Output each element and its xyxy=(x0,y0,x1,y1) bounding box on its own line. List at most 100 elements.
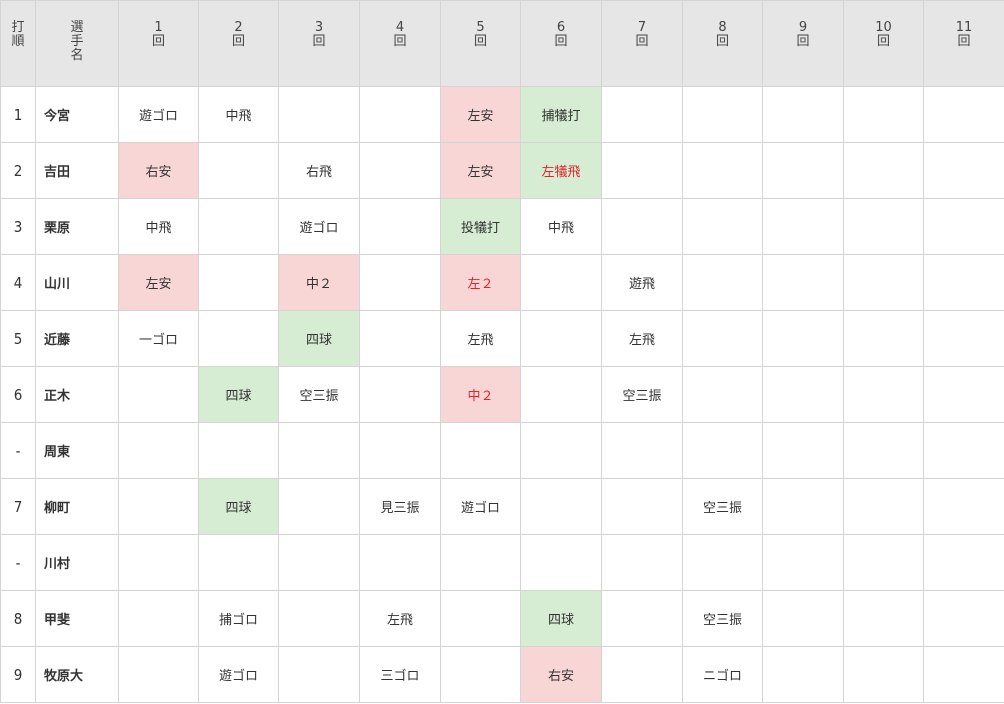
at-bat-cell xyxy=(923,478,1004,535)
at-bat-cell xyxy=(440,646,521,703)
table-row: 4 山川 左安 中２ 左２ 遊飛 xyxy=(0,254,1004,311)
at-bat-cell xyxy=(520,310,602,367)
batting-order: 3 xyxy=(0,198,36,255)
at-bat-cell xyxy=(601,86,683,143)
at-bat-cell xyxy=(682,534,763,591)
at-bat-cell xyxy=(118,590,199,647)
at-bat-cell xyxy=(762,254,844,311)
header-player: 選手名 xyxy=(35,0,119,87)
batting-order: 2 xyxy=(0,142,36,199)
at-bat-cell xyxy=(278,422,360,479)
at-bat-cell xyxy=(923,366,1004,423)
at-bat-cell xyxy=(198,422,279,479)
at-bat-cell: 投犠打 xyxy=(440,198,521,255)
at-bat-cell xyxy=(843,142,924,199)
at-bat-cell xyxy=(118,646,199,703)
player-name: 栗原 xyxy=(35,198,119,255)
at-bat-cell xyxy=(359,198,441,255)
header-inning-9: 9回 xyxy=(762,0,844,87)
table-row: 2 吉田 右安 右飛 左安 左犠飛 xyxy=(0,142,1004,199)
at-bat-cell: 左飛 xyxy=(359,590,441,647)
at-bat-cell xyxy=(682,198,763,255)
at-bat-cell xyxy=(843,254,924,311)
at-bat-cell xyxy=(359,254,441,311)
at-bat-cell xyxy=(923,646,1004,703)
at-bat-cell: 遊ゴロ xyxy=(278,198,360,255)
header-inning-10: 10回 xyxy=(843,0,924,87)
at-bat-cell xyxy=(923,86,1004,143)
at-bat-cell xyxy=(762,478,844,535)
at-bat-cell: 空三振 xyxy=(682,478,763,535)
at-bat-cell: 左安 xyxy=(118,254,199,311)
at-bat-cell xyxy=(843,366,924,423)
table-row: 1 今宮 遊ゴロ 中飛 左安 捕犠打 xyxy=(0,86,1004,143)
at-bat-cell xyxy=(198,534,279,591)
at-bat-cell xyxy=(923,142,1004,199)
player-name: 今宮 xyxy=(35,86,119,143)
at-bat-cell xyxy=(762,142,844,199)
at-bat-cell xyxy=(843,534,924,591)
at-bat-cell xyxy=(359,534,441,591)
at-bat-cell xyxy=(118,422,199,479)
at-bat-cell xyxy=(440,534,521,591)
at-bat-cell xyxy=(198,254,279,311)
batting-order: 4 xyxy=(0,254,36,311)
at-bat-cell xyxy=(843,590,924,647)
at-bat-cell xyxy=(118,534,199,591)
at-bat-cell xyxy=(843,198,924,255)
table-row: 7 柳町 四球 見三振 遊ゴロ 空三振 xyxy=(0,478,1004,535)
header-inning-2: 2回 xyxy=(198,0,279,87)
at-bat-cell xyxy=(682,422,763,479)
at-bat-cell: ニゴロ xyxy=(682,646,763,703)
at-bat-cell: 左安 xyxy=(440,142,521,199)
player-name: 川村 xyxy=(35,534,119,591)
at-bat-cell: 四球 xyxy=(198,366,279,423)
table-row: 5 近藤 一ゴロ 四球 左飛 左飛 xyxy=(0,310,1004,367)
at-bat-cell xyxy=(682,366,763,423)
player-name: 牧原大 xyxy=(35,646,119,703)
player-name: 柳町 xyxy=(35,478,119,535)
at-bat-cell xyxy=(843,422,924,479)
header-inning-6: 6回 xyxy=(520,0,602,87)
at-bat-cell xyxy=(118,366,199,423)
at-bat-cell xyxy=(843,646,924,703)
at-bat-cell xyxy=(520,422,602,479)
batting-order: 9 xyxy=(0,646,36,703)
at-bat-cell: 四球 xyxy=(278,310,360,367)
player-name: 甲斐 xyxy=(35,590,119,647)
table-row: 9 牧原大 遊ゴロ 三ゴロ 右安 ニゴロ xyxy=(0,646,1004,703)
at-bat-cell xyxy=(440,422,521,479)
at-bat-cell xyxy=(118,478,199,535)
player-name: 近藤 xyxy=(35,310,119,367)
at-bat-cell xyxy=(359,142,441,199)
at-bat-cell: 捕ゴロ xyxy=(198,590,279,647)
at-bat-cell: 中飛 xyxy=(198,86,279,143)
header-inning-4: 4回 xyxy=(359,0,441,87)
at-bat-cell xyxy=(843,478,924,535)
header-order: 打順 xyxy=(0,0,36,87)
at-bat-cell: 遊飛 xyxy=(601,254,683,311)
batting-order: 8 xyxy=(0,590,36,647)
at-bat-cell xyxy=(762,366,844,423)
batting-order: 6 xyxy=(0,366,36,423)
at-bat-cell xyxy=(682,254,763,311)
at-bat-cell xyxy=(843,310,924,367)
at-bat-cell xyxy=(520,254,602,311)
at-bat-cell xyxy=(682,86,763,143)
at-bat-cell xyxy=(278,590,360,647)
at-bat-cell xyxy=(198,198,279,255)
header-inning-5: 5回 xyxy=(440,0,521,87)
at-bat-cell xyxy=(762,590,844,647)
at-bat-cell: 空三振 xyxy=(682,590,763,647)
batting-order: 7 xyxy=(0,478,36,535)
header-row: 打順 選手名 1回 2回 3回 4回 5回 6回 7回 8回 9回 10回 11… xyxy=(0,0,1004,87)
at-bat-cell: 中２ xyxy=(278,254,360,311)
at-bat-cell xyxy=(682,142,763,199)
at-bat-cell: 空三振 xyxy=(601,366,683,423)
at-bat-cell xyxy=(923,198,1004,255)
at-bat-cell: 中飛 xyxy=(118,198,199,255)
at-bat-cell xyxy=(762,86,844,143)
at-bat-cell: 捕犠打 xyxy=(520,86,602,143)
at-bat-cell xyxy=(923,310,1004,367)
at-bat-cell xyxy=(359,310,441,367)
